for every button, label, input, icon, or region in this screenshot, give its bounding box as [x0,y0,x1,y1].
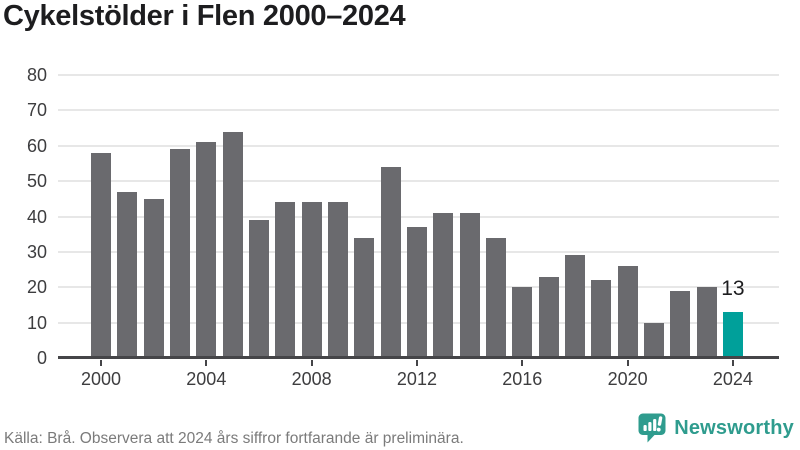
gridline-40 [58,215,779,218]
x-tick-label-2004: 2004 [186,369,227,389]
bar-2015 [485,237,506,358]
bar-2012 [406,227,427,358]
y-tick-label-10: 10 [26,312,47,333]
x-tick-2024 [731,360,734,366]
gridline-80 [58,74,779,76]
bar-2021 [643,322,664,358]
brand-name: Newsworthy [674,417,794,439]
bar-2023 [696,287,717,358]
newsworthy-logo: Newsworthy [638,413,794,443]
x-axis: 2000 2004 2008 2012 2016 2020 2024 [58,360,779,398]
bar-2020 [617,266,638,358]
bar-2001 [117,191,138,358]
bar-2007 [275,202,296,358]
y-tick-label-20: 20 [26,277,47,298]
y-tick-label-0: 0 [36,348,47,368]
source-note: Källa: Brå. Observera att 2024 års siffr… [4,430,464,447]
bar-2003 [169,149,190,358]
plot-area: 13 [58,74,779,359]
chart-title: Cykelstölder i Flen 2000–2024 [3,0,406,32]
bar-2022 [670,290,691,358]
y-tick-label-50: 50 [26,171,47,192]
bar-2002 [143,198,164,358]
gridline-70 [58,109,779,112]
y-tick-label-70: 70 [26,100,47,121]
bar-2000 [91,152,111,358]
bar-2016 [512,287,533,358]
bar-2024 [722,312,743,358]
x-tick-2004 [205,360,208,366]
y-tick-label-80: 80 [26,65,47,85]
bar-2006 [248,220,269,358]
x-axis-line [58,356,779,359]
x-tick-2016 [521,360,524,366]
x-tick-label-2020: 2020 [607,369,648,389]
bar-2010 [354,237,375,358]
x-tick-label-2024: 2024 [712,369,753,389]
y-tick-label-40: 40 [26,206,47,227]
x-tick-label-2008: 2008 [291,369,332,389]
y-axis: 0 10 20 30 40 50 60 70 80 [0,65,47,368]
y-tick-label-60: 60 [26,135,47,156]
bar-2014 [459,212,480,358]
x-tick-2008 [310,360,313,366]
x-tick-2012 [415,360,418,366]
bar-2008 [301,202,322,358]
x-tick-label-2000: 2000 [80,369,122,389]
y-tick-label-30: 30 [26,241,47,262]
bar-2011 [380,166,401,358]
x-tick-2000 [100,360,102,366]
bar-2018 [564,255,585,358]
bar-2017 [538,276,559,358]
gridline-60 [58,144,779,147]
bar-2004 [196,142,217,358]
x-tick-label-2016: 2016 [502,369,543,389]
bar-2019 [591,280,612,358]
bar-2013 [433,212,454,358]
value-label-2024: 13 [721,277,745,301]
bar-2005 [222,131,243,358]
newsworthy-speech-bubble-icon [638,413,666,443]
x-tick-label-2012: 2012 [396,369,437,389]
x-tick-2020 [626,360,629,366]
gridline-50 [58,180,779,183]
bar-2009 [327,202,348,358]
